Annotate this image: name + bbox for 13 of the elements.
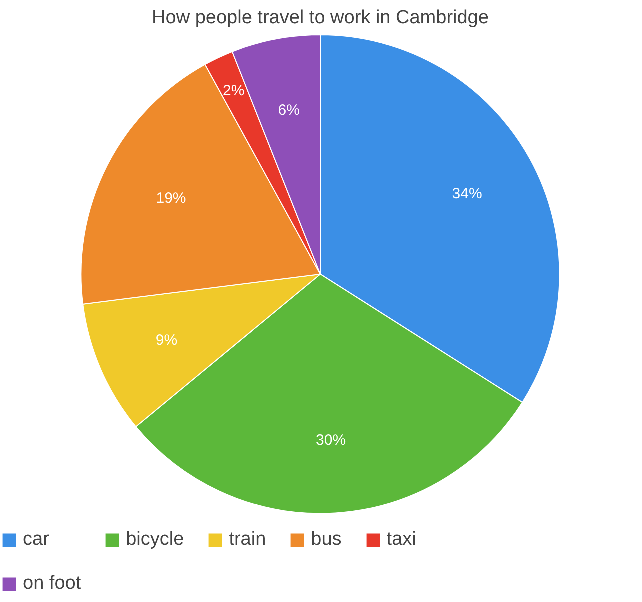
legend-label: taxi xyxy=(386,529,416,551)
legend-label: bicycle xyxy=(126,529,184,551)
legend-label: bus xyxy=(311,529,342,551)
chart-title: How people travel to work in Cambridge xyxy=(152,8,489,28)
data-label: 6% xyxy=(278,102,300,120)
legend-label: train xyxy=(229,529,266,551)
data-label: 9% xyxy=(156,332,178,350)
data-label: 2% xyxy=(223,82,245,100)
data-label: 34% xyxy=(452,186,482,203)
data-label: 19% xyxy=(156,190,186,208)
legend-label: car xyxy=(23,529,50,551)
data-label: 30% xyxy=(316,432,346,450)
legend-label: on foot xyxy=(23,573,82,595)
